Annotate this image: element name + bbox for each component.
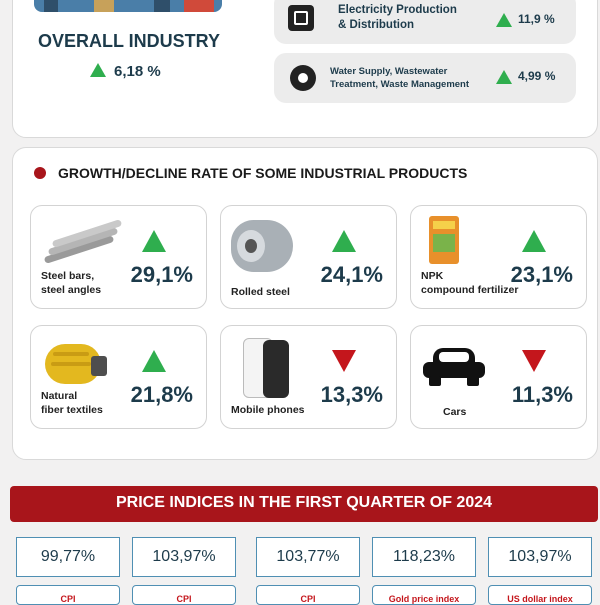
product-value: 13,3% xyxy=(320,382,383,407)
down-arrow-icon xyxy=(522,350,546,372)
sector-water-label-1: Water Supply, Wastewater xyxy=(330,66,448,77)
product-card-steel-bars: Steel bars, steel angles 29,1% xyxy=(30,205,207,309)
product-value: 24,1% xyxy=(320,262,383,287)
product-name-line1: Mobile phones xyxy=(231,404,305,416)
yarn-ball-icon xyxy=(45,344,107,384)
down-arrow-icon xyxy=(332,350,356,372)
sector-electricity-label-2: & Distribution xyxy=(338,19,415,31)
product-value: 23,1% xyxy=(510,262,573,287)
product-card-natural-fiber: Natural fiber textiles 21,8% xyxy=(30,325,207,429)
product-card-mobile-phones: Mobile phones 13,3% xyxy=(220,325,397,429)
index-value-cpi-2: 103,97% xyxy=(132,537,236,577)
price-indices-banner xyxy=(10,486,598,522)
sector-water: Water Supply, Wastewater Treatment, Wast… xyxy=(274,53,576,103)
product-name-line2: fiber textiles xyxy=(41,404,103,416)
section-bullet-icon xyxy=(34,167,46,179)
sector-electricity-value: 11,9 % xyxy=(518,12,555,26)
overall-up-arrow-icon xyxy=(90,63,106,77)
index-label-usd: US dollar index xyxy=(488,585,592,605)
steel-coil-icon xyxy=(231,220,293,272)
product-card-cars: Cars 11,3% xyxy=(410,325,587,429)
water-up-arrow-icon xyxy=(496,70,512,84)
product-name-line2: steel angles xyxy=(41,284,102,296)
mobile-phone-icon xyxy=(243,338,289,400)
up-arrow-icon xyxy=(332,230,356,252)
gear-water-icon xyxy=(290,65,316,91)
product-name-line1: Natural xyxy=(41,390,78,402)
sector-water-value: 4,99 % xyxy=(518,69,556,83)
fertilizer-bag-icon xyxy=(429,216,459,264)
product-name-line2: compound fertilizer xyxy=(421,284,519,296)
industry-illustration xyxy=(34,0,222,12)
overall-industry-title: OVERALL INDUSTRY xyxy=(38,31,221,51)
product-value: 11,3% xyxy=(511,382,573,407)
car-icon xyxy=(423,348,485,388)
product-name-line1: Cars xyxy=(443,406,467,418)
index-label-cpi-3: CPI xyxy=(256,585,360,605)
overall-industry-value: 6,18 % xyxy=(114,63,161,80)
electricity-up-arrow-icon xyxy=(496,13,512,27)
index-value-cpi-3: 103,77% xyxy=(256,537,360,577)
index-label-gold: Gold price index xyxy=(372,585,476,605)
index-value-cpi: 99,77% xyxy=(16,537,120,577)
products-section-title: GROWTH/DECLINE RATE OF SOME INDUSTRIAL P… xyxy=(58,165,468,181)
product-card-npk-fertilizer: NPK compound fertilizer 23,1% xyxy=(410,205,587,309)
index-label-cpi-2: CPI xyxy=(132,585,236,605)
product-value: 29,1% xyxy=(130,262,193,287)
sector-water-label-2: Treatment, Waste Management xyxy=(330,79,470,90)
sector-electricity: Electricity Production & Distribution 11… xyxy=(274,0,576,44)
up-arrow-icon xyxy=(142,230,166,252)
index-value-usd: 103,97% xyxy=(488,537,592,577)
index-label-cpi: CPI xyxy=(16,585,120,605)
steel-bars-icon xyxy=(43,219,123,264)
sector-electricity-label-1: Electricity Production xyxy=(338,4,457,16)
product-card-rolled-steel: Rolled steel 24,1% xyxy=(220,205,397,309)
product-name-line1: NPK xyxy=(421,270,444,282)
price-indices-title: PRICE INDICES IN THE FIRST QUARTER OF 20… xyxy=(115,494,493,511)
up-arrow-icon xyxy=(142,350,166,372)
index-value-gold: 118,23% xyxy=(372,537,476,577)
product-name-line1: Rolled steel xyxy=(231,286,290,298)
product-name-line1: Steel bars, xyxy=(41,270,95,282)
up-arrow-icon xyxy=(522,230,546,252)
product-value: 21,8% xyxy=(130,382,193,407)
chip-icon xyxy=(288,5,314,31)
